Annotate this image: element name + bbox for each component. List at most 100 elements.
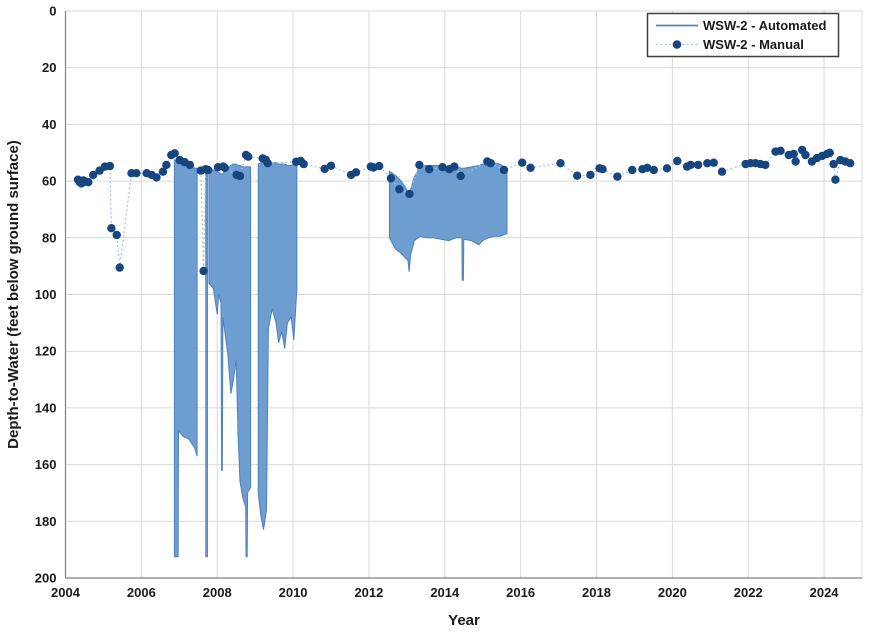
- manual-point: [185, 160, 195, 170]
- x-tick-label: 2006: [127, 585, 156, 600]
- automated-area-series: [173, 159, 508, 558]
- x-tick-label: 2022: [734, 585, 763, 600]
- x-tick-label: 2020: [658, 585, 687, 600]
- manual-point-series: [73, 145, 855, 276]
- manual-point: [761, 160, 770, 170]
- manual-point: [438, 163, 447, 172]
- manual-point: [425, 165, 434, 174]
- manual-point: [831, 175, 840, 184]
- x-tick-label: 2024: [810, 585, 840, 600]
- y-tick-label: 40: [42, 117, 56, 132]
- y-tick-label: 140: [35, 400, 57, 415]
- axes: [64, 11, 862, 579]
- manual-point: [235, 171, 245, 181]
- manual-point: [386, 174, 396, 183]
- manual-point: [105, 161, 115, 171]
- manual-point: [299, 159, 308, 169]
- x-tick-label: 2010: [279, 585, 308, 600]
- manual-point: [112, 230, 121, 240]
- y-tick-label: 180: [35, 514, 57, 529]
- manual-point: [791, 157, 800, 166]
- manual-point: [203, 165, 213, 175]
- manual-point: [846, 159, 855, 168]
- manual-point: [518, 158, 527, 167]
- manual-point: [776, 146, 785, 155]
- manual-point: [686, 160, 695, 170]
- y-tick-label: 80: [42, 230, 56, 245]
- x-tick-label: 2014: [430, 585, 460, 600]
- manual-point: [789, 149, 798, 159]
- manual-point: [89, 170, 98, 180]
- manual-point: [556, 159, 565, 168]
- manual-point: [801, 150, 810, 160]
- area-segment: [173, 159, 198, 558]
- manual-point: [825, 148, 834, 157]
- manual-point: [375, 161, 384, 171]
- manual-point: [405, 189, 414, 199]
- manual-point: [162, 160, 171, 170]
- y-tick-label: 160: [35, 457, 57, 472]
- x-tick-label: 2018: [582, 585, 611, 600]
- area-segment: [388, 162, 508, 281]
- y-tick-label: 120: [35, 344, 57, 359]
- legend-item-manual: WSW-2 - Manual: [656, 37, 804, 52]
- manual-point: [613, 172, 622, 181]
- manual-point: [115, 263, 124, 272]
- legend: WSW-2 - Automated WSW-2 - Manual: [646, 12, 840, 58]
- manual-point: [220, 163, 229, 172]
- manual-point: [326, 161, 336, 170]
- x-tick-label: 2012: [354, 585, 383, 600]
- manual-point: [526, 163, 535, 172]
- y-tick-label: 100: [35, 287, 57, 302]
- manual-point: [643, 163, 652, 172]
- x-tick-label: 2008: [203, 585, 232, 600]
- manual-point: [450, 162, 459, 171]
- manual-point: [673, 156, 682, 166]
- manual-point: [320, 164, 329, 174]
- y-tick-label: 200: [35, 571, 57, 586]
- manual-point: [132, 169, 141, 178]
- manual-point: [662, 164, 672, 173]
- manual-marker-swatch: [672, 40, 682, 49]
- manual-point: [158, 167, 168, 176]
- y-axis-title: Depth-to-Water (feet below ground surfac…: [5, 140, 22, 449]
- legend-label-manual: WSW-2 - Manual: [703, 37, 804, 52]
- manual-point: [717, 167, 727, 176]
- legend-box: [646, 12, 840, 58]
- y-tick-label: 60: [42, 174, 56, 189]
- manual-point: [709, 158, 718, 167]
- manual-point: [351, 168, 361, 177]
- manual-point: [263, 159, 272, 168]
- manual-point: [395, 185, 404, 194]
- manual-point: [499, 165, 509, 175]
- manual-point: [693, 160, 703, 170]
- y-tick-label: 0: [49, 4, 56, 19]
- manual-point: [486, 159, 495, 168]
- area-segment: [208, 163, 252, 558]
- manual-point: [152, 173, 161, 182]
- manual-point: [573, 171, 582, 180]
- manual-point: [170, 149, 179, 158]
- y-tick-label: 20: [42, 60, 56, 75]
- manual-point: [415, 160, 424, 170]
- area-segment: [205, 169, 208, 558]
- manual-point: [829, 159, 838, 169]
- manual-point: [586, 170, 595, 180]
- manual-point: [107, 224, 116, 233]
- x-tick-label: 2004: [51, 585, 81, 600]
- x-axis-title: Year: [448, 612, 480, 629]
- manual-point: [84, 178, 93, 187]
- manual-point: [598, 165, 607, 174]
- manual-point: [628, 165, 637, 175]
- manual-point: [456, 171, 465, 181]
- manual-point: [199, 266, 208, 276]
- manual-point: [703, 159, 712, 168]
- x-tick-label: 2016: [506, 585, 535, 600]
- area-segment: [257, 161, 298, 530]
- legend-label-automated: WSW-2 - Automated: [703, 18, 827, 33]
- legend-item-automated: WSW-2 - Automated: [656, 18, 827, 33]
- manual-point: [244, 152, 253, 161]
